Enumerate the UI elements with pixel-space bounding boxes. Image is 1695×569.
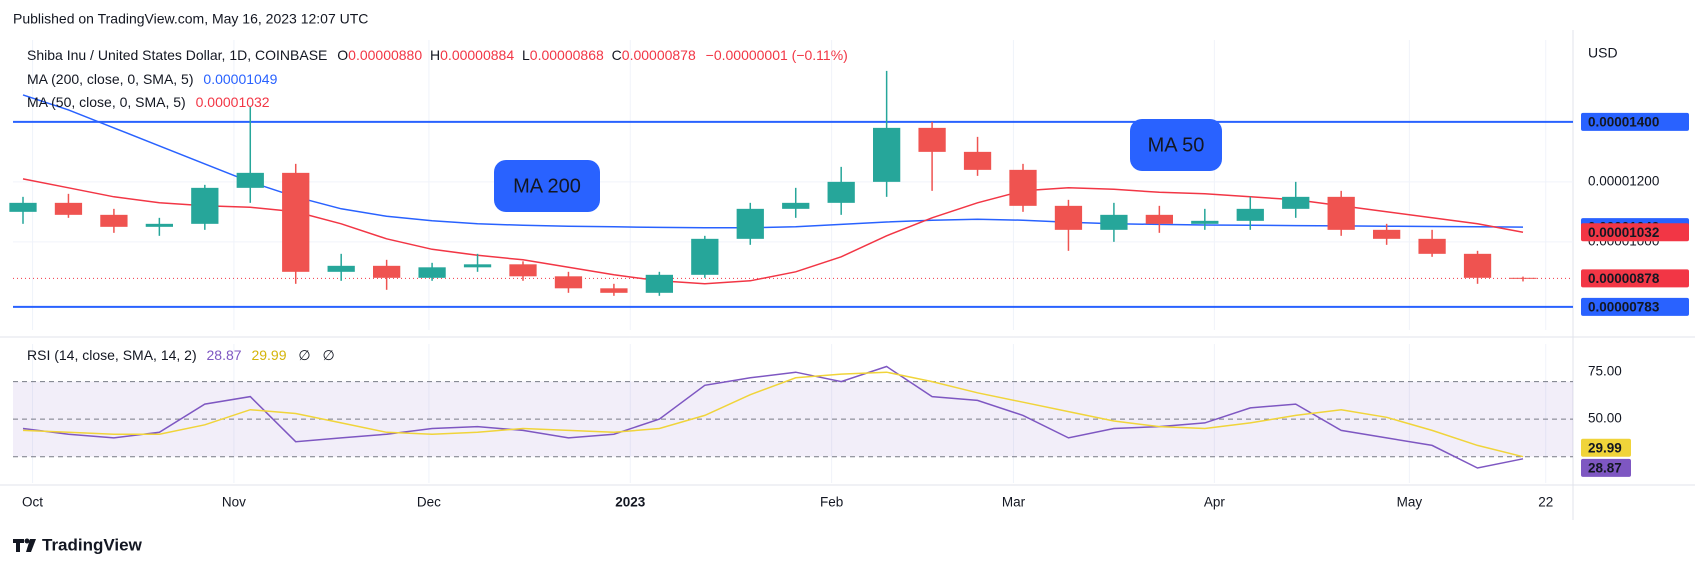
legend-extra: ∅: [322, 347, 334, 363]
ohlc-key: C: [612, 47, 622, 63]
legend-value: 0.00001032: [196, 94, 270, 110]
candle-body: [54, 202, 83, 215]
ohlc-value: 0.00000884: [440, 47, 514, 63]
price-badge-label: 0.00001032: [1588, 225, 1659, 240]
candle-body: [236, 172, 264, 188]
legend-value: 29.99: [251, 347, 286, 363]
x-tick-label: Apr: [1204, 495, 1226, 510]
candle-body: [191, 187, 219, 224]
candle-body: [782, 202, 810, 209]
ohlc-value: 0.00000880: [348, 47, 422, 63]
legend-extra: ∅: [298, 347, 310, 363]
price-badge-label: 0.00000878: [1588, 271, 1660, 286]
y-tick-label: 0.00001200: [1588, 173, 1659, 188]
ohlc-value: 0.00000868: [530, 47, 604, 63]
value-badge-label: 29.99: [1588, 440, 1622, 455]
candle-body: [645, 274, 673, 293]
candle-body: [1282, 196, 1310, 209]
y-tick-label: 75.00: [1588, 364, 1622, 379]
candle-body: [418, 267, 446, 278]
candle-body: [373, 265, 401, 278]
legend-name: MA (200, close, 0, SMA, 5): [27, 71, 194, 87]
logo-shape: [26, 539, 36, 552]
logo-shape: [16, 539, 20, 552]
legend-value: 0.00001049: [203, 71, 277, 87]
annotation-box: [494, 160, 600, 212]
ma50-legend: MA (50, close, 0, SMA, 5) 0.00001032: [27, 94, 270, 110]
candle-body: [282, 172, 310, 272]
value-badge-label: 28.87: [1588, 460, 1622, 475]
candle-body: [1054, 205, 1083, 230]
x-tick-label: 2023: [615, 495, 646, 510]
candle-body: [691, 238, 719, 275]
x-tick-label: Oct: [22, 495, 43, 510]
legend-value: 28.87: [207, 347, 242, 363]
rsi-legend: RSI (14, close, SMA, 14, 2) 28.87 29.99 …: [27, 347, 335, 363]
x-tick-label: Mar: [1002, 495, 1026, 510]
candle-body: [600, 288, 628, 293]
price-badge: [1581, 223, 1689, 242]
candle-body: [1418, 238, 1446, 254]
plot-layer: Oct Nov Dec 2023 Feb Mar Apr May 22 0.00001200 0.0…: [0, 30, 1695, 520]
ohlc-key: L: [522, 47, 530, 63]
rsi-line: [22, 371, 1524, 458]
value-badge: [1581, 458, 1631, 477]
candle-body: [145, 223, 173, 227]
candle-body: [1191, 220, 1219, 224]
candle-body: [736, 208, 764, 239]
ma200-legend: MA (200, close, 0, SMA, 5) 0.00001049: [27, 71, 278, 87]
candle-body: [1009, 169, 1037, 206]
y-tick-label: 50.00: [1588, 411, 1622, 426]
price-badge: [1581, 112, 1689, 131]
price-badge: [1581, 297, 1689, 316]
annotation-box: [1130, 119, 1222, 171]
annotation-label: MA 50: [1148, 134, 1205, 156]
x-tick-label: 22: [1538, 495, 1553, 510]
ohlc-key: O: [337, 47, 348, 63]
annotation-label: MA 200: [513, 175, 581, 197]
legend-name: MA (50, close, 0, SMA, 5): [27, 94, 186, 110]
candle-body: [1373, 229, 1401, 239]
change: −0.00000001 (−0.11%): [706, 47, 848, 63]
ohlc-key: H: [430, 47, 440, 63]
candle-body: [827, 181, 855, 203]
candle-body: [327, 265, 355, 272]
candle-body: [873, 127, 901, 182]
logo-shape: [24, 538, 30, 544]
brand: TradingView: [42, 535, 143, 554]
candle-body: [463, 264, 492, 268]
symbol-legend: Shiba Inu / United States Dollar, 1D, CO…: [27, 47, 848, 63]
candle-body: [963, 151, 992, 170]
ohlc-value: 0.00000878: [622, 47, 696, 63]
x-tick-label: May: [1397, 495, 1423, 510]
legend-name: RSI (14, close, SMA, 14, 2): [27, 347, 197, 363]
x-tick-label: Dec: [417, 495, 441, 510]
symbol: Shiba Inu / United States Dollar, 1D, CO…: [27, 47, 327, 63]
candle-body: [509, 264, 537, 277]
candle-body: [918, 127, 946, 152]
candle-body: [1145, 214, 1173, 224]
candle-body: [100, 214, 128, 227]
candle-body: [1236, 208, 1264, 221]
candle-body: [554, 276, 583, 289]
candle-body: [1327, 196, 1355, 230]
candle-body: [1509, 277, 1537, 279]
logo: TradingView: [13, 535, 143, 554]
candle-body: [1100, 214, 1128, 230]
price-badge-label: 0.00000783: [1588, 299, 1660, 314]
value-badge: [1581, 438, 1631, 457]
ma-line: [22, 94, 1524, 229]
candle-body: [1463, 253, 1492, 278]
price-badge-label: 0.00001400: [1588, 114, 1659, 129]
published-note: Published on TradingView.com, May 16, 20…: [13, 11, 368, 27]
x-tick-label: Feb: [820, 495, 843, 510]
price-badge: [1581, 269, 1689, 288]
rsi-line: [22, 365, 1524, 469]
x-tick-label: Nov: [222, 495, 246, 510]
candle-body: [9, 202, 37, 212]
ma-line: [22, 178, 1524, 285]
currency: USD: [1588, 45, 1618, 61]
